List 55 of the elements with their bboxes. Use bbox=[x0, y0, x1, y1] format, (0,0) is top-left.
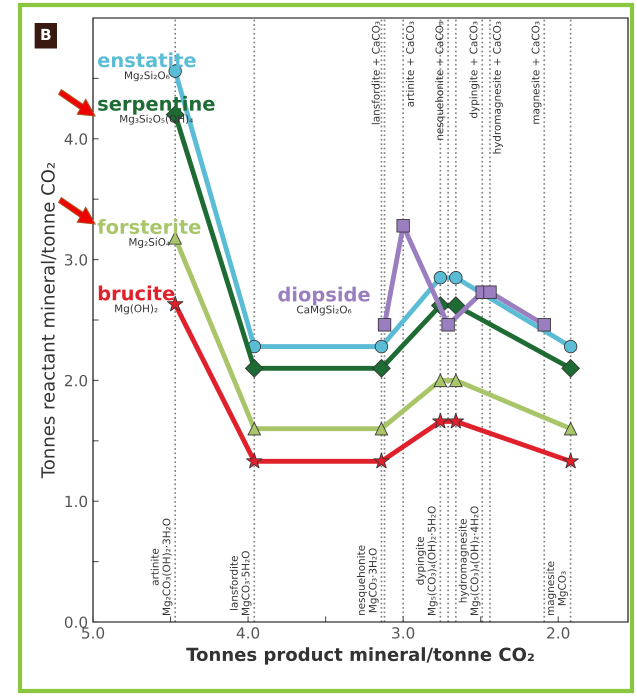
point bbox=[564, 422, 578, 436]
ref-line-label: magnesite + CaCO₃ bbox=[531, 22, 542, 124]
y-tick-label: 2.0 bbox=[64, 374, 88, 386]
x-axis-title: Tonnes product mineral/tonne CO₂ bbox=[186, 647, 534, 665]
point bbox=[441, 318, 455, 332]
x-tick-label: 5.0 bbox=[82, 627, 104, 639]
point bbox=[372, 359, 391, 378]
annotation: CaMgSi₂O₆ bbox=[296, 305, 352, 316]
annotation: Mg₂SiO₄ bbox=[129, 238, 170, 248]
ref-line-label: magnesite MgCO₃ bbox=[546, 562, 568, 616]
point bbox=[374, 422, 388, 436]
ref-line-label: lansfordite + CaCO₃ bbox=[372, 22, 380, 124]
point bbox=[561, 359, 580, 378]
point bbox=[562, 452, 579, 468]
point bbox=[538, 318, 551, 332]
ref-line-label: artinite + CaCO₃ bbox=[406, 22, 414, 107]
series-label: diopside bbox=[278, 286, 370, 306]
point bbox=[373, 452, 390, 468]
y-tick-label: 4.0 bbox=[64, 133, 88, 145]
ref-line-label: dypingite + CaCO₃ bbox=[469, 22, 480, 118]
ref-line-label: dypingite Mg₅(CO₃)₄(OH)₂·5H₂O bbox=[416, 506, 438, 615]
point bbox=[434, 374, 448, 388]
ref-line-label: lansfordite MgCO₃·5H₂O bbox=[230, 551, 252, 615]
point bbox=[434, 271, 448, 284]
point bbox=[449, 271, 463, 284]
series-label: enstatite bbox=[98, 52, 196, 68]
series-label: brucite bbox=[98, 285, 174, 301]
y-tick-label: 1.0 bbox=[66, 496, 88, 508]
point bbox=[246, 452, 263, 468]
y-tick-label: 3.0 bbox=[65, 254, 88, 266]
ref-line-label: hydromagnesite Mg₅(CO₃)₄(OH)₂·4H₂O bbox=[458, 506, 480, 615]
point bbox=[448, 412, 464, 429]
point bbox=[248, 422, 261, 436]
ref-line-label: artinite Mg₂CO₃(OH)₂·3H₂O bbox=[150, 518, 172, 615]
ref-line-label: nesquehonite MgCO₃·3H₂O bbox=[356, 545, 379, 616]
annotation: Mg(OH)₂ bbox=[115, 304, 158, 314]
point bbox=[564, 340, 578, 354]
point bbox=[378, 318, 392, 332]
ref-line-label: nesquehonite + CaCO₃ bbox=[435, 22, 446, 140]
point bbox=[396, 219, 410, 232]
point bbox=[432, 412, 449, 429]
ref-line-label: hydromagnesite + CaCO₃ bbox=[492, 22, 503, 154]
text: B bbox=[41, 28, 51, 40]
x-tick-label: 2.0 bbox=[547, 627, 570, 639]
point bbox=[374, 340, 388, 354]
series-label: forsterite bbox=[98, 219, 200, 234]
y-axis-title: Tonnes reactant mineral/tonne CO₂ bbox=[40, 162, 56, 478]
annotation: Mg₂Si₂O₆ bbox=[125, 71, 170, 82]
x-tick-label: 4.0 bbox=[236, 627, 260, 639]
point bbox=[449, 374, 463, 388]
point bbox=[483, 286, 497, 299]
x-tick-label: 3.0 bbox=[392, 627, 414, 639]
point bbox=[245, 359, 264, 378]
y-tick-label: 0.0 bbox=[64, 616, 88, 628]
point bbox=[446, 296, 466, 315]
